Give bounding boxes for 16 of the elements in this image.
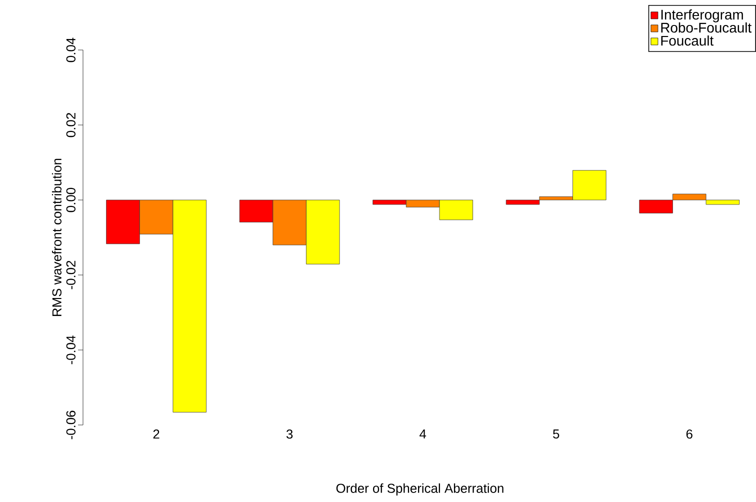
x-tick-label: 6 bbox=[686, 429, 692, 439]
x-tick-label: 2 bbox=[153, 429, 160, 439]
x-tick-label: 5 bbox=[553, 430, 560, 439]
legend-label: Robo-Foucault bbox=[661, 22, 752, 33]
legend-label: Foucault bbox=[661, 35, 714, 46]
y-axis-title: RMS wavefront contribution bbox=[52, 158, 62, 316]
x-tick-label: 4 bbox=[420, 430, 426, 438]
legend-label: Interferogram bbox=[661, 9, 743, 22]
y-tick-label: -0.06 bbox=[66, 410, 76, 440]
y-tick-label: -0.04 bbox=[66, 336, 76, 364]
y-tick-label: -0.02 bbox=[66, 260, 76, 290]
y-tick-label: 0.02 bbox=[66, 113, 76, 138]
y-tick-label: 0.04 bbox=[66, 38, 76, 62]
y-tick-label: 0.00 bbox=[66, 188, 76, 212]
x-axis-title: Order of Spherical Aberration bbox=[336, 483, 504, 496]
x-tick-label: 3 bbox=[286, 429, 293, 439]
